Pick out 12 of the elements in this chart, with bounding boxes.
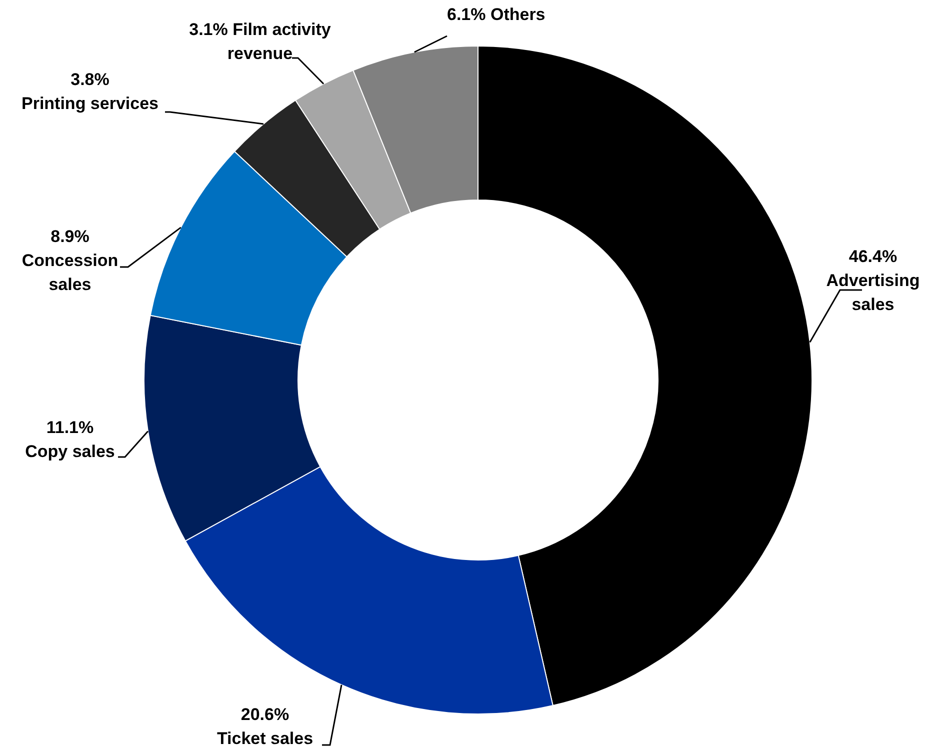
slice-label: Printing services <box>21 94 159 113</box>
data-label: 20.6% <box>240 705 290 724</box>
slice-label: Copy sales <box>25 442 115 461</box>
slice-label: Advertising sales <box>826 271 920 314</box>
slice-label: Ticket sales <box>216 729 314 748</box>
slice-label: Concession sales <box>22 251 118 294</box>
data-label: 3.8% <box>70 70 110 89</box>
slice-label: 3.1% Film activity revenue <box>189 20 332 63</box>
data-label: 46.4% <box>848 247 898 266</box>
data-label: 11.1% <box>46 418 94 437</box>
data-label: 8.9% <box>50 227 90 246</box>
slice-label: 6.1% Others <box>447 5 546 24</box>
